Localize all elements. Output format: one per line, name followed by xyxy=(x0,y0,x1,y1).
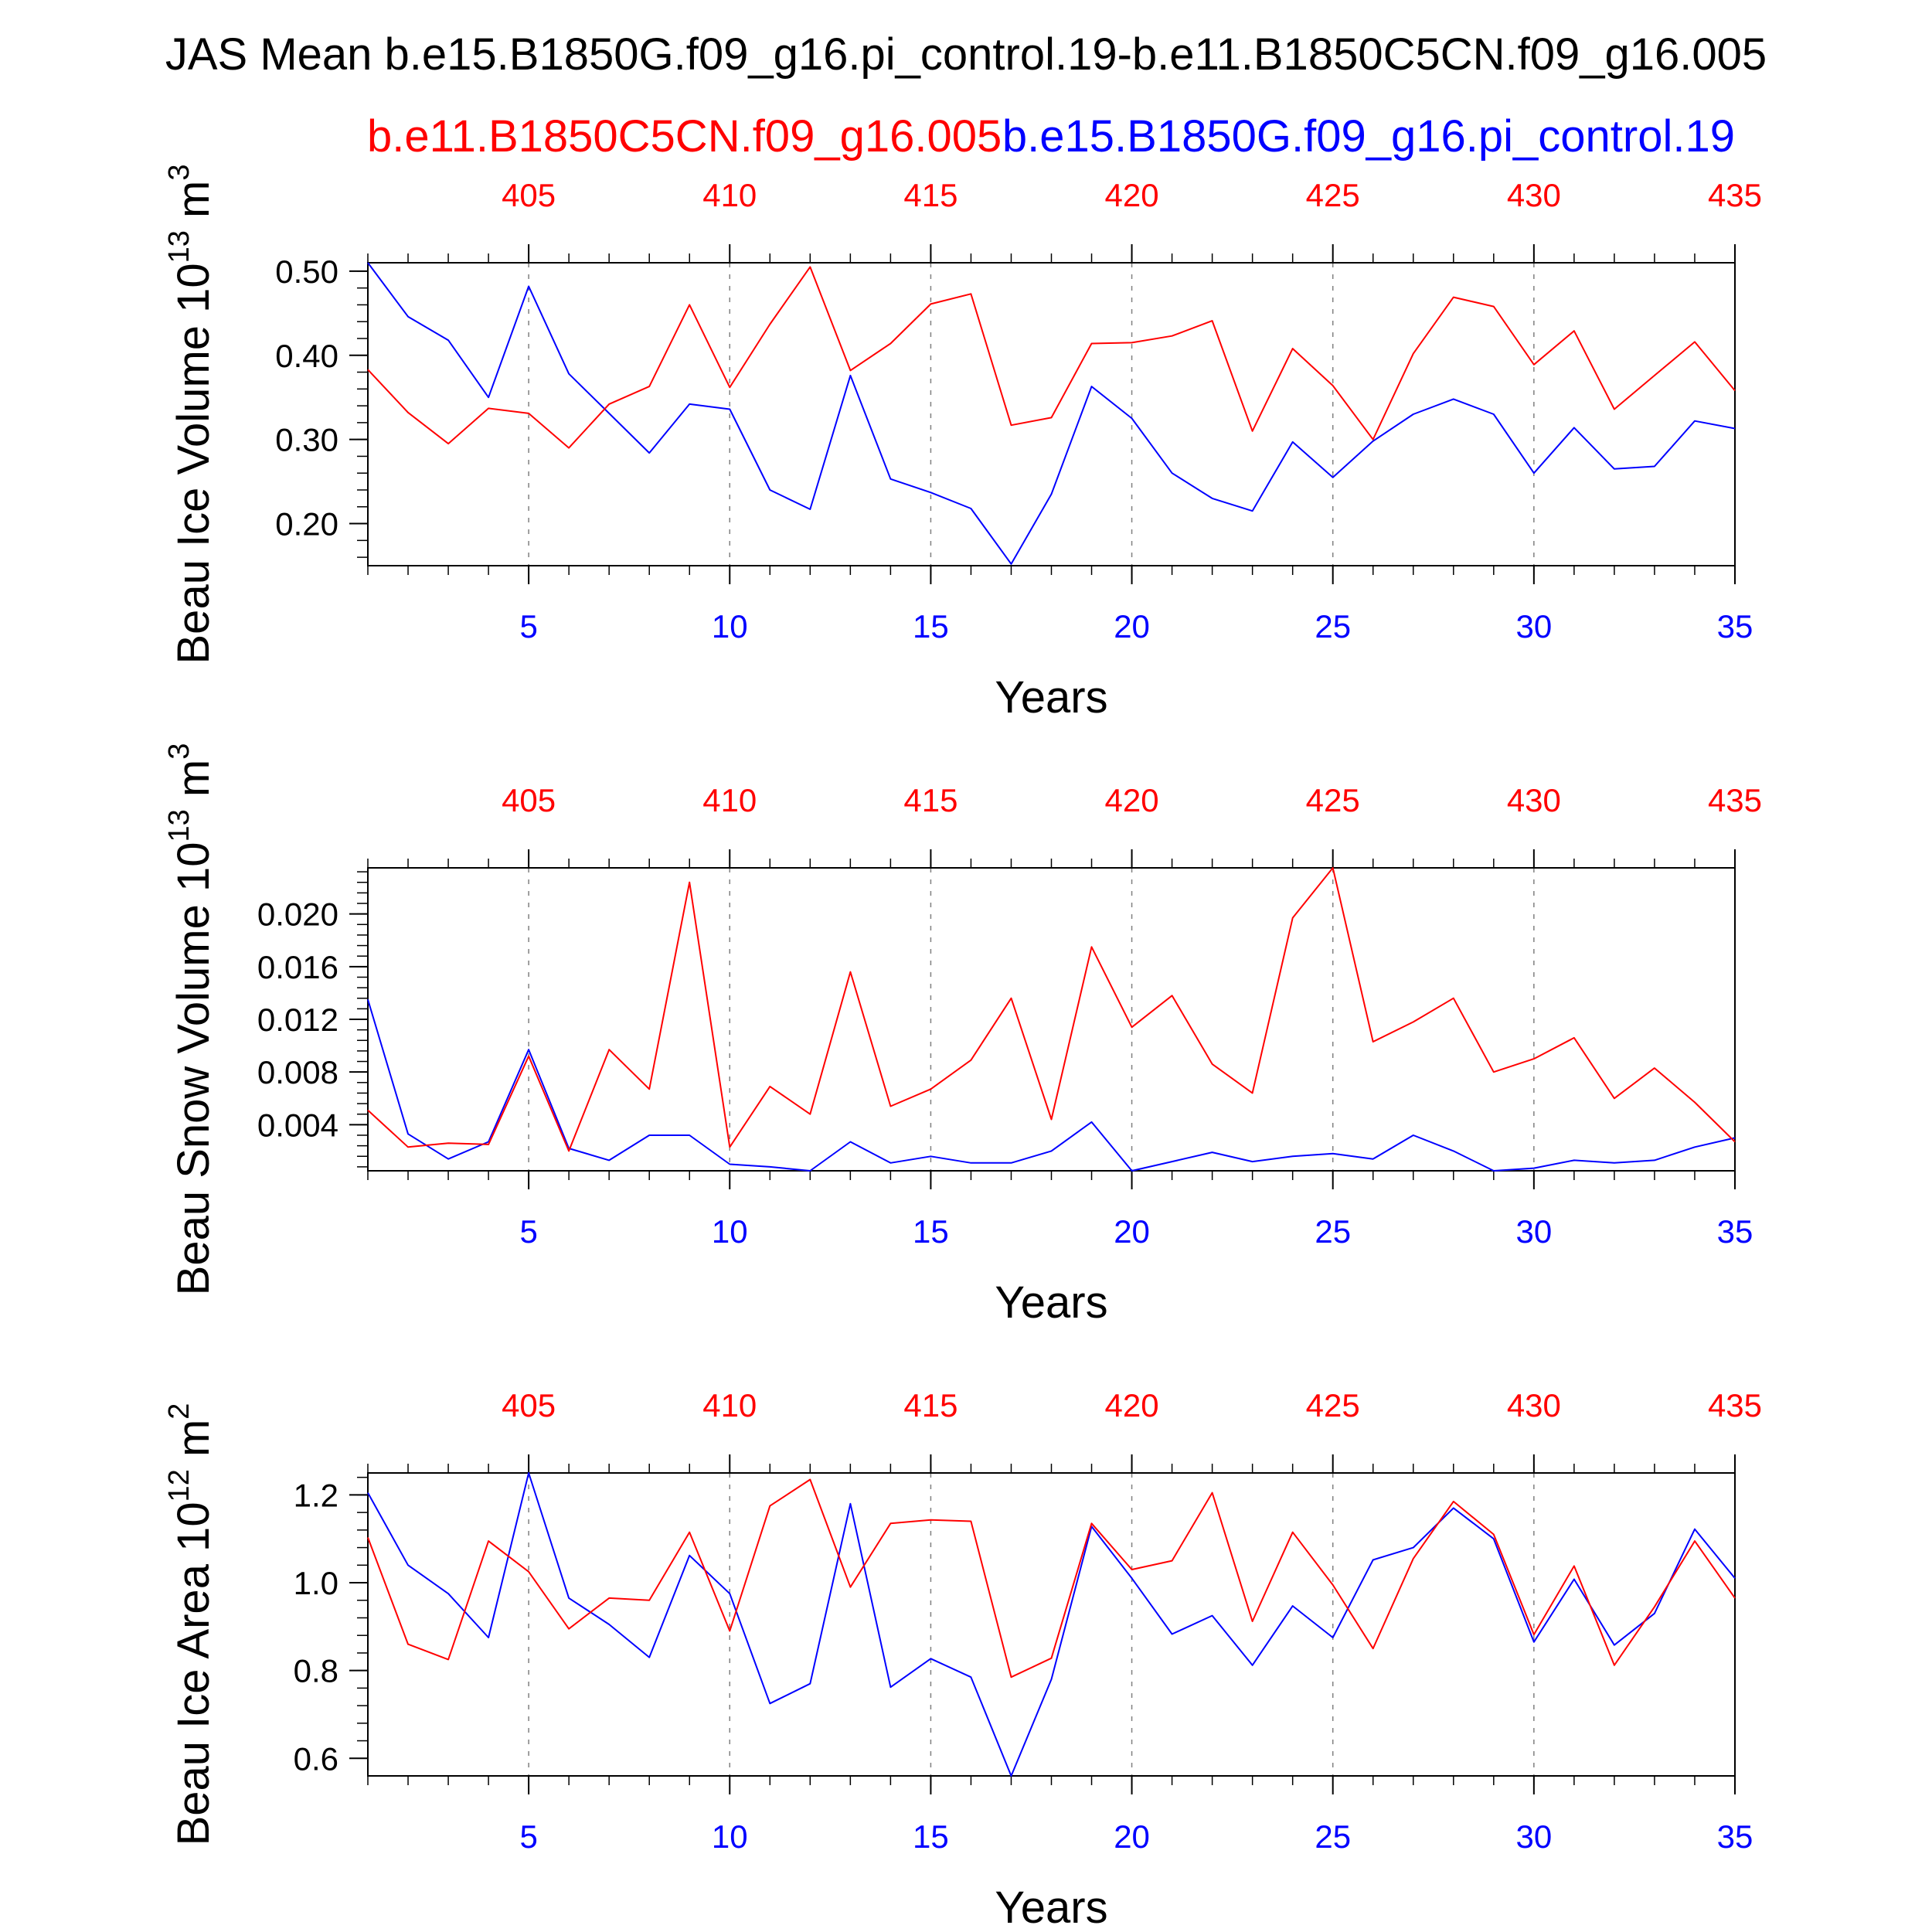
y-axis-title: Beau Ice Volume 1013 m3 xyxy=(163,165,219,665)
y-axis-title-part: m xyxy=(168,760,219,809)
x-axis-title: Years xyxy=(995,672,1107,723)
x-tick-label: 10 xyxy=(712,608,748,645)
top-x-tick-label: 415 xyxy=(903,1387,957,1423)
y-axis-title-part: Beau Snow Volume 10 xyxy=(168,842,219,1296)
y-axis-title-part: 2 xyxy=(163,1403,196,1420)
x-tick-label: 35 xyxy=(1717,608,1753,645)
x-tick-label: 15 xyxy=(913,1818,949,1855)
x-tick-label: 15 xyxy=(913,608,949,645)
top-x-tick-label: 415 xyxy=(903,782,957,818)
y-axis-title: Beau Ice Area 1012 m2 xyxy=(163,1403,219,1846)
y-tick-label: 0.004 xyxy=(257,1107,338,1143)
series-line-case1 xyxy=(367,1472,1736,1777)
x-tick-label: 30 xyxy=(1515,1213,1552,1250)
top-x-tick-label: 405 xyxy=(502,782,556,818)
y-tick-label: 1.2 xyxy=(294,1477,338,1513)
top-x-tick-label: 420 xyxy=(1105,1387,1159,1423)
series-line-case1 xyxy=(367,999,1736,1172)
top-x-tick-label: 435 xyxy=(1708,782,1762,818)
x-axis-title: Years xyxy=(995,1883,1107,1932)
top-x-tick-label: 410 xyxy=(702,177,757,213)
y-tick-label: 0.016 xyxy=(257,949,338,985)
x-tick-label: 20 xyxy=(1114,608,1150,645)
series-line-case2 xyxy=(367,266,1736,449)
y-tick-label: 0.30 xyxy=(275,422,338,458)
y-tick-label: 0.40 xyxy=(275,338,338,374)
chart-panel-2: 0.004 0.008 0.012 0.016 0.020 5 405 10 410 15 415 2… xyxy=(163,743,1762,1328)
panels: 0.200.300.400.50540510410154152042025425… xyxy=(163,165,1762,1932)
y-axis-title-part: m xyxy=(168,1420,219,1469)
top-x-tick-label: 425 xyxy=(1306,782,1360,818)
chart-panel-1: 0.20 0.30 0.40 0.50 5 405 10 410 15 415 20 420 25 425… xyxy=(163,165,1762,723)
plot-frame xyxy=(367,867,1736,1172)
top-x-tick-label: 420 xyxy=(1105,782,1159,818)
x-tick-label: 35 xyxy=(1717,1818,1753,1855)
y-axis-title-part: 12 xyxy=(163,1469,196,1502)
y-axis-title-part: 13 xyxy=(163,230,196,263)
top-x-tick-label: 405 xyxy=(502,1387,556,1423)
x-axis-title: Years xyxy=(995,1277,1107,1328)
y-axis-title-part: Beau Ice Area 10 xyxy=(168,1502,219,1845)
x-tick-label: 5 xyxy=(519,1818,537,1855)
y-axis-title-part: m xyxy=(168,181,219,230)
y-tick-label: 0.6 xyxy=(294,1740,338,1777)
top-x-tick-label: 430 xyxy=(1507,782,1561,818)
series-line-case2 xyxy=(367,867,1736,1152)
y-tick-label: 0.20 xyxy=(275,506,338,543)
x-tick-label: 10 xyxy=(712,1818,748,1855)
x-tick-label: 20 xyxy=(1114,1213,1150,1250)
series-line-case1 xyxy=(367,262,1736,565)
top-x-tick-label: 425 xyxy=(1306,177,1360,213)
y-tick-label: 1.0 xyxy=(294,1565,338,1601)
x-tick-label: 30 xyxy=(1515,608,1552,645)
x-tick-label: 5 xyxy=(519,1213,537,1250)
plot-frame xyxy=(367,262,1736,566)
x-tick-label: 5 xyxy=(519,608,537,645)
top-x-tick-label: 425 xyxy=(1306,1387,1360,1423)
y-tick-label: 0.012 xyxy=(257,1002,338,1038)
x-tick-label: 25 xyxy=(1315,1818,1351,1855)
y-tick-label: 0.50 xyxy=(275,253,338,290)
series-line-case2 xyxy=(367,1478,1736,1679)
y-axis-title-part: 13 xyxy=(163,809,196,842)
x-tick-label: 10 xyxy=(712,1213,748,1250)
top-x-tick-label: 435 xyxy=(1708,177,1762,213)
top-x-tick-label: 415 xyxy=(903,177,957,213)
x-tick-label: 15 xyxy=(913,1213,949,1250)
y-tick-label: 0.8 xyxy=(294,1653,338,1689)
y-axis-title-part: 3 xyxy=(163,743,196,760)
legend-case1: b.e15.B1850G.f09_g16.pi_control.19 xyxy=(1002,111,1735,162)
top-x-tick-label: 420 xyxy=(1105,177,1159,213)
y-tick-label: 0.008 xyxy=(257,1054,338,1090)
top-x-tick-label: 410 xyxy=(702,1387,757,1423)
y-tick-label: 0.020 xyxy=(257,896,338,933)
top-x-tick-label: 410 xyxy=(702,782,757,818)
top-x-tick-label: 435 xyxy=(1708,1387,1762,1423)
x-tick-label: 20 xyxy=(1114,1818,1150,1855)
x-tick-label: 30 xyxy=(1515,1818,1552,1855)
y-axis-title-part: Beau Ice Volume 10 xyxy=(168,263,219,664)
chart-panel-3: 0.6 0.8 1.0 1.2 5 405 10 410 15 415 20 420 25 425 30 43… xyxy=(163,1387,1762,1932)
plot-frame xyxy=(367,1472,1736,1777)
y-axis-title: Beau Snow Volume 1013 m3 xyxy=(163,743,219,1296)
x-tick-label: 25 xyxy=(1315,1213,1351,1250)
top-x-tick-label: 430 xyxy=(1507,1387,1561,1423)
top-x-tick-label: 430 xyxy=(1507,177,1561,213)
top-x-tick-label: 405 xyxy=(502,177,556,213)
y-axis-title-part: 3 xyxy=(163,165,196,181)
figure-title: JAS Mean b.e15.B1850G.f09_g16.pi_control… xyxy=(165,29,1767,80)
legend-case2: b.e11.B1850C5CN.f09_g16.005 xyxy=(367,111,1002,162)
x-tick-label: 35 xyxy=(1717,1213,1753,1250)
x-tick-label: 25 xyxy=(1315,608,1351,645)
